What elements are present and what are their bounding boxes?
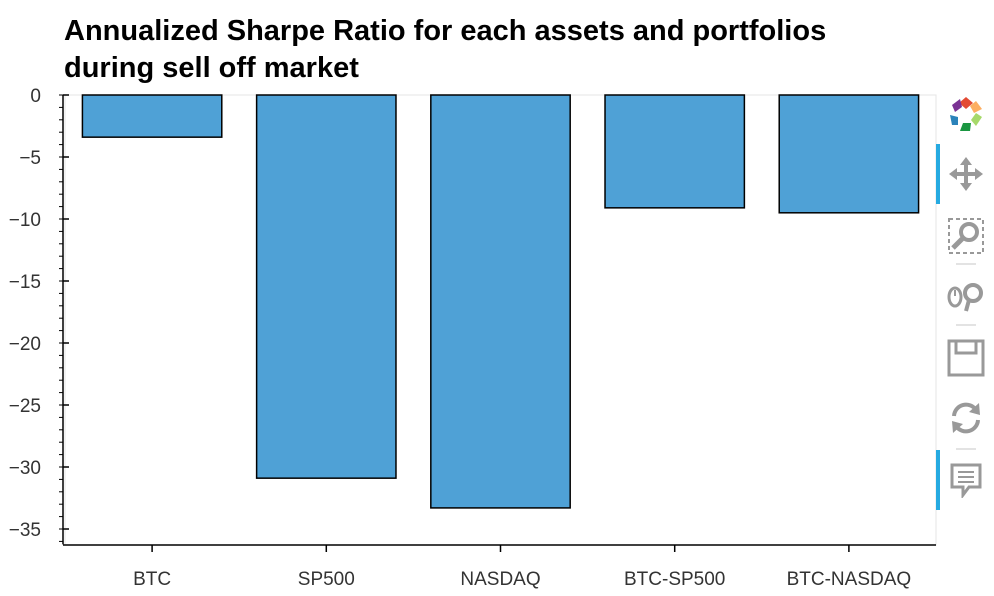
toolbar-separator [956,263,976,265]
y-axis: 0 −5 −10 −15 −20 −25 −30 −35 [9,86,69,545]
x-tick-label: NASDAQ [460,569,540,590]
save-icon[interactable] [944,336,988,380]
bars-group [81,94,920,509]
hover-active-indicator [936,450,940,510]
y-tick-label: −30 [9,458,41,479]
y-tick-label: −10 [9,210,41,231]
y-tick-label: 0 [30,86,41,107]
chart-title: Annualized Sharpe Ratio for each assets … [64,15,834,84]
bokeh-logo-icon[interactable] [944,93,988,137]
x-axis: BTC SP500 NASDAQ BTC-SP500 BTC-NASDAQ [63,544,936,590]
pan-icon[interactable] [944,152,988,196]
bar-btc-sp500[interactable] [604,94,746,209]
bar-btc-nasdaq[interactable] [778,94,920,214]
bar-btc[interactable] [81,94,223,138]
y-tick-label: −20 [9,334,41,355]
x-tick-label: BTC-SP500 [624,569,725,590]
bar-nasdaq[interactable] [430,94,571,509]
wheel-zoom-icon[interactable] [944,274,988,318]
y-tick-label: −25 [9,396,41,417]
y-tick-label: −35 [9,520,41,541]
reset-icon[interactable] [944,396,988,440]
toolbar-separator [956,324,976,326]
y-tick-label: −15 [9,272,41,293]
plot-toolbar [936,88,994,528]
x-tick-label: SP500 [298,569,355,590]
box-zoom-icon[interactable] [944,214,988,258]
hover-icon[interactable] [944,458,988,502]
bar-sp500[interactable] [255,94,397,479]
pan-active-indicator [936,144,940,204]
toolbar-separator [956,448,976,450]
x-tick-label: BTC-NASDAQ [787,569,912,590]
y-tick-label: −5 [19,148,41,169]
x-tick-label: BTC [133,569,171,590]
